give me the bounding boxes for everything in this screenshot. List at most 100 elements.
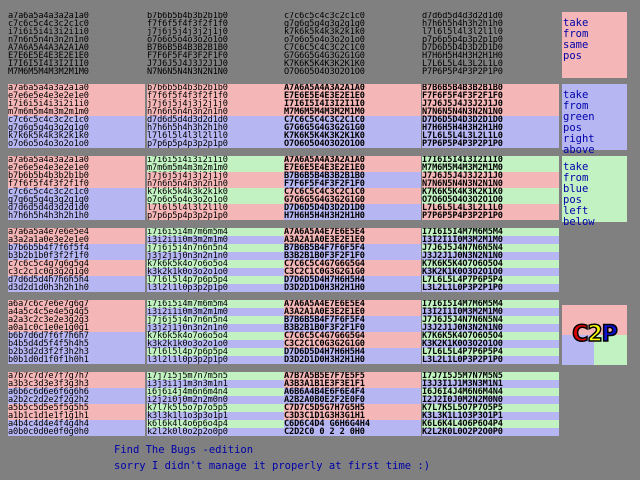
bit-row: b0b1d0d1f0f1h0h1 bbox=[8, 356, 145, 364]
bit-row: a0a1c0c1e0e1g0g1 bbox=[8, 324, 145, 332]
bit-row: L7L6L5L4L3L2L1L0 bbox=[422, 60, 559, 68]
bit-row: G7G6G5G4G3G2G1G0 bbox=[284, 52, 421, 60]
bit-row: A7A6A5A4A3A2A1A0 bbox=[284, 84, 421, 92]
bit-row: O7O6O5O4O3O2O1O0 bbox=[284, 140, 421, 148]
bit-row: I3J3I1J1M3N3M1N1 bbox=[422, 380, 559, 388]
bit-block: A7A6A5A4E7E6E5E4 A3A2A1A0E3E2E1E0 B7B6B5B4… bbox=[284, 228, 421, 292]
bit-row: C7D7C5D5G7H7G5H5 bbox=[284, 404, 421, 412]
bit-row: j7j6j5j4j3j2j1j0 bbox=[147, 100, 284, 108]
bit-row: L7L6L5L4L3L2L1L0 bbox=[422, 132, 559, 140]
bit-row: m7m6m5m4m3m2m1m0 bbox=[147, 164, 284, 172]
bit-row: a3a2a1a0e3e2e1e0 bbox=[8, 236, 145, 244]
c2p-logo: C2P bbox=[562, 305, 627, 365]
bit-row: i7i6i5i4m7m6m5m4 bbox=[147, 300, 284, 308]
bit-row: N7N6N5N4N3N2N1N0 bbox=[422, 108, 559, 116]
bit-row: k6l6k4l4o6p6o4p4 bbox=[147, 420, 284, 428]
bit-row: F7F6F5F4F3F2F1F0 bbox=[422, 92, 559, 100]
bit-row: l7l6l5l4p7p6p5p4 bbox=[147, 276, 284, 284]
bit-block: I7J7I5J5M7N7M5N5 I3J3I1J1M3N3M1N1 I6J6I4J4… bbox=[422, 372, 559, 436]
bit-row: I7I6I5I4M7M6M5M4 bbox=[422, 300, 559, 308]
bit-block: A7A6A5A4A3A2A1A0 E7E6E5E4E3E2E1E0 I7I6I5I4… bbox=[284, 84, 421, 148]
bit-row: O7O6O5O4O3O2O1O0 bbox=[422, 196, 559, 204]
bit-row: A3A2A1A0E3E2E1E0 bbox=[284, 236, 421, 244]
bit-row: D7D6D5D4D3D2D1D0 bbox=[422, 116, 559, 124]
bit-row: P7P6P5P4P3P2P1P0 bbox=[422, 140, 559, 148]
bit-row: A6B6A4B4E6F6E4F4 bbox=[284, 388, 421, 396]
bit-row: d7d6d5d4d3d2d1d0 bbox=[8, 204, 145, 212]
bit-row: K7K6K5K4K3K2K1K0 bbox=[284, 60, 421, 68]
bit-row: g7g6g5g4g3g2g1g0 bbox=[284, 20, 421, 28]
bit-row: K3K2K1K0O3O2O1O0 bbox=[422, 268, 559, 276]
bit-row: B3B2B1B0F3F2F1F0 bbox=[284, 324, 421, 332]
bit-row: D7D6D5D4H7H6H5H4 bbox=[284, 276, 421, 284]
bit-row: a1b1c1d1e1f1g1h1 bbox=[8, 412, 145, 420]
bit-row: D3D2D1D0H3H2H1H0 bbox=[284, 284, 421, 292]
bit-row: b2b3d2d3f2f3h2h3 bbox=[8, 348, 145, 356]
bit-row: i3j3i1j1m3n3m1n1 bbox=[147, 380, 284, 388]
bit-row: P7P6P5P4P3P2P1P0 bbox=[422, 68, 559, 76]
bit-row: K7K6K5K4K3K2K1K0 bbox=[422, 188, 559, 196]
bit-row: i7i6i5i4i3i2i1i0 bbox=[8, 100, 145, 108]
bit-row: b4b5d4d5f4f5h4h5 bbox=[8, 340, 145, 348]
bit-row: h7h6h5h4h3h2h1h0 bbox=[422, 20, 559, 28]
bit-row: i7i6i5i4i3i2i1i0 bbox=[147, 156, 284, 164]
bit-row: M7M6M5M4M3M2M1M0 bbox=[8, 68, 145, 76]
bit-block: a7a6a5a4a3a2a1a0 e7e6e5e4e3e2e1e0 i7i6i5i4… bbox=[8, 84, 145, 148]
bit-row: I7I6I5I4I3I2I1I0 bbox=[8, 60, 145, 68]
footer-note: sorry I didn't manage it properly at fir… bbox=[114, 460, 431, 472]
bit-row: l7l6l5l4p7p6p5p4 bbox=[147, 348, 284, 356]
bit-row: A7A6A5A4E7E6E5E4 bbox=[284, 228, 421, 236]
bit-row: O7O6O5O4O3O2O1O0 bbox=[284, 68, 421, 76]
bit-row: k3k2k1k0o3o2o1o0 bbox=[147, 268, 284, 276]
bit-row: I7I6I5I4I3I2I1I0 bbox=[284, 100, 421, 108]
bit-block: I7I6I5I4M7M6M5M4 I3I2I1I0M3M2M1M0 J7J6J5J4… bbox=[422, 228, 559, 292]
bit-row: E7E6E5E4E3E2E1E0 bbox=[284, 92, 421, 100]
bit-row: J7J6J5J4J3J2J1J0 bbox=[422, 172, 559, 180]
bit-row: B7B6B5B4B3B2B1B0 bbox=[147, 44, 284, 52]
bit-row: k7k6k5k4k3k2k1k0 bbox=[8, 132, 145, 140]
bit-row: a2a3c2c3e2e3g2g3 bbox=[8, 316, 145, 324]
bit-row: j7j6j5j4j3j2j1j0 bbox=[147, 172, 284, 180]
bit-row: C2D2C0 0 2 2 0H0 bbox=[284, 428, 421, 436]
bit-row: k3k2k1k0o3o2o1o0 bbox=[147, 340, 284, 348]
bit-row: b7b6b5b4f7f6f5f4 bbox=[8, 244, 145, 252]
bit-row: C3D3C1D1G3H3G1H1 bbox=[284, 412, 421, 420]
bit-row: l7l6l5l4l3l2l1l0 bbox=[147, 204, 284, 212]
logo-c: C bbox=[571, 321, 589, 348]
bit-row: C7C6C5C4G7G6G5G4 bbox=[284, 260, 421, 268]
bit-row: L7L6L5L4P7P6P5P4 bbox=[422, 276, 559, 284]
bit-row: p7p6p5p4p3p2p1p0 bbox=[147, 140, 284, 148]
bit-block: I7I6I5I4I3I2I1I0 M7M6M5M4M3M2M1M0 J7J6J5J4… bbox=[422, 156, 559, 220]
bit-row: n7n6n5n4n3n2n1n0 bbox=[8, 36, 145, 44]
bit-row: M7M6M5M4M3M2M1M0 bbox=[422, 164, 559, 172]
bit-row: i7j7i5j5m7n7m5n5 bbox=[147, 372, 284, 380]
bit-row: l7l6l5l4l3l2l1l0 bbox=[147, 132, 284, 140]
bit-row: k3l3k1l1o3p3o1p1 bbox=[147, 412, 284, 420]
bit-row: F7F6F5F4F3F2F1F0 bbox=[284, 180, 421, 188]
bit-row: N7N6N5N4N3N2N1N0 bbox=[147, 68, 284, 76]
logo-p: P bbox=[601, 321, 619, 348]
bit-row: A3B3A1B1E3F3E1F1 bbox=[284, 380, 421, 388]
bit-row: E7E6E5E4E3E2E1E0 bbox=[8, 52, 145, 60]
bit-block: i7j7i5j5m7n7m5n5 i3j3i1j1m3n3m1n1 i6j6i4j4… bbox=[147, 372, 284, 436]
bit-block: i7i6i5i4m7m6m5m4 i3i2i1i0m3m2m1m0 j7j6j5j4… bbox=[147, 228, 284, 292]
bit-row: I3I2I1I0M3M2M1M0 bbox=[422, 308, 559, 316]
bit-row: l7l6l5l4l3l2l1l0 bbox=[422, 28, 559, 36]
bit-row: A7B7A5B5E7F7E5F5 bbox=[284, 372, 421, 380]
bit-row: J7J6J5J4N7N6N5N4 bbox=[422, 244, 559, 252]
bit-row: i2j2i0j0m2n2m0n0 bbox=[147, 396, 284, 404]
bit-row: k7l7k5l5o7p7o5p5 bbox=[147, 404, 284, 412]
bit-row: J7J6J5J4N7N6N5N4 bbox=[422, 316, 559, 324]
bit-row: I7I6I5I4M7M6M5M4 bbox=[422, 228, 559, 236]
bit-row: k7k6k5k4o7o6o5o4 bbox=[147, 332, 284, 340]
bit-row: D3D2D1D0H3H2H1H0 bbox=[284, 356, 421, 364]
bit-row: B3B2B1B0F3F2F1F0 bbox=[284, 252, 421, 260]
bit-row: K7K6K5K4O7O6O5O4 bbox=[422, 332, 559, 340]
bit-row: g7g6g5g4g3g2g1g0 bbox=[8, 124, 145, 132]
bit-block: A7B7A5B5E7F7E5F5 A3B3A1B1E3F3E1F1 A6B6A4B4… bbox=[284, 372, 421, 436]
bit-row: l3l2l1l0p3p2p1p0 bbox=[147, 284, 284, 292]
logo-2: 2 bbox=[587, 321, 604, 348]
bit-row: n7n6n5n4n3n2n1n0 bbox=[147, 108, 284, 116]
bit-row: G7G6G5G4G3G2G1G0 bbox=[284, 124, 421, 132]
bit-row: H7H6H5H4H3H2H1H0 bbox=[422, 124, 559, 132]
